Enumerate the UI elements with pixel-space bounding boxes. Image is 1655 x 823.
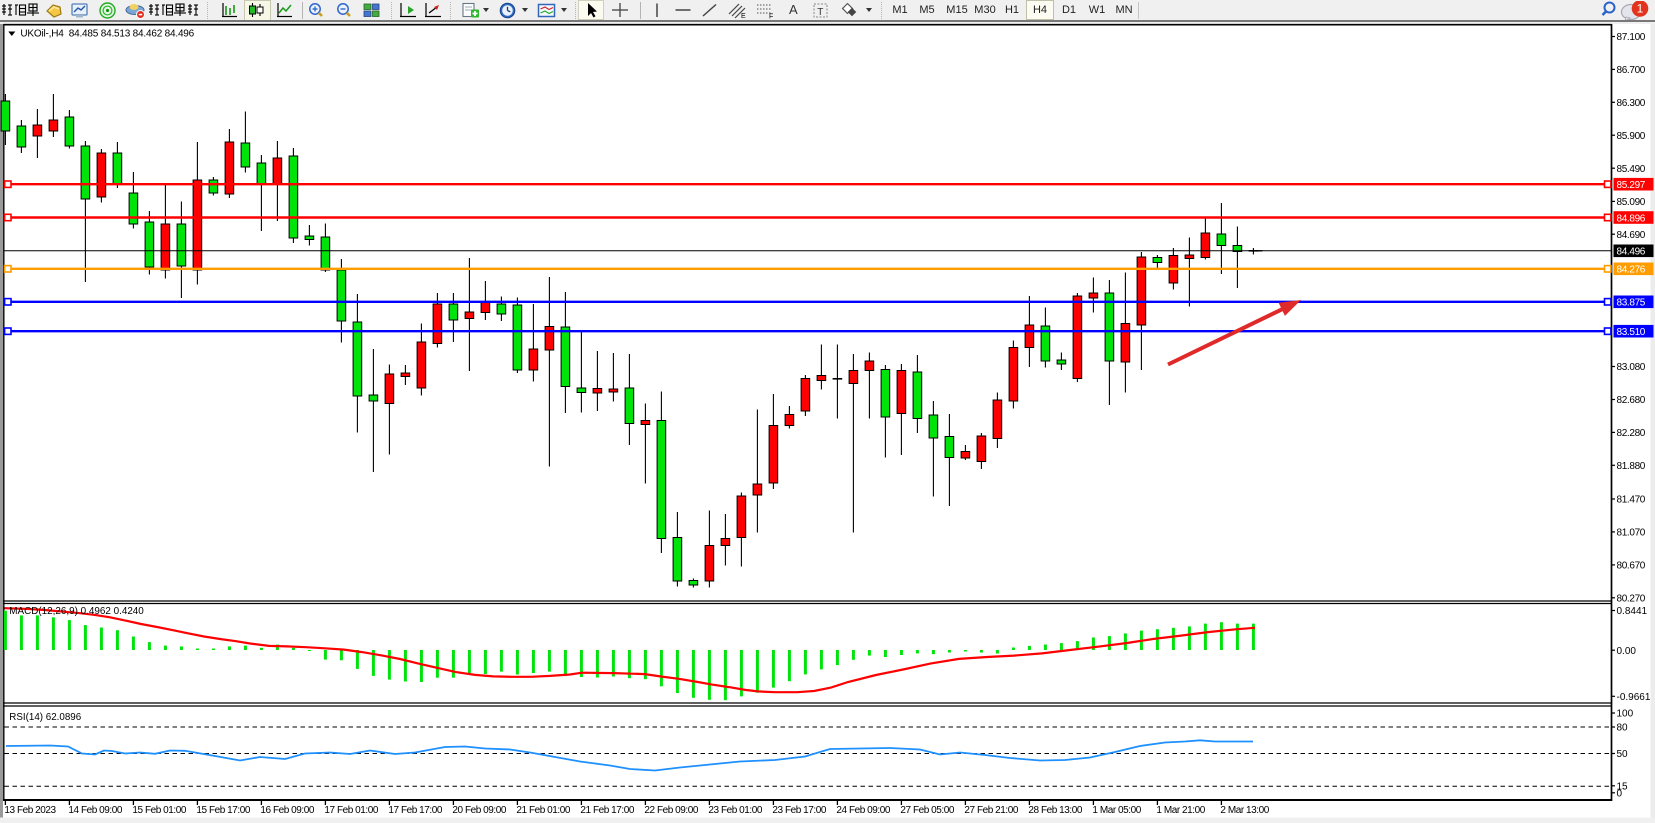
svg-text:T: T bbox=[817, 7, 823, 18]
svg-text:1 Mar 05:00: 1 Mar 05:00 bbox=[1092, 805, 1141, 816]
svg-text:84.690: 84.690 bbox=[1617, 230, 1646, 241]
svg-text:84.276: 84.276 bbox=[1617, 265, 1646, 276]
svg-text:87.100: 87.100 bbox=[1617, 32, 1646, 43]
svg-text:27 Feb 21:00: 27 Feb 21:00 bbox=[964, 805, 1018, 816]
svg-text:85.490: 85.490 bbox=[1617, 164, 1646, 175]
svg-text:0.8441: 0.8441 bbox=[1617, 606, 1648, 617]
svg-text:84.896: 84.896 bbox=[1617, 213, 1646, 224]
svg-text:23 Feb 01:00: 23 Feb 01:00 bbox=[708, 805, 762, 816]
svg-text:84.496: 84.496 bbox=[1617, 247, 1646, 258]
svg-text:0.00: 0.00 bbox=[1617, 646, 1637, 657]
svg-text:17 Feb 01:00: 17 Feb 01:00 bbox=[324, 805, 378, 816]
svg-text:13 Feb 2023: 13 Feb 2023 bbox=[4, 805, 56, 816]
svg-text:80: 80 bbox=[1617, 723, 1629, 734]
svg-text:86.700: 86.700 bbox=[1617, 65, 1646, 76]
svg-text:100: 100 bbox=[1617, 709, 1634, 720]
svg-text:28 Feb 13:00: 28 Feb 13:00 bbox=[1028, 805, 1082, 816]
svg-text:F: F bbox=[769, 14, 773, 20]
svg-text:0: 0 bbox=[1617, 788, 1623, 799]
svg-text:83.080: 83.080 bbox=[1617, 362, 1646, 373]
svg-text:RSI(14) 62.0896: RSI(14) 62.0896 bbox=[9, 712, 81, 723]
svg-text:17 Feb 17:00: 17 Feb 17:00 bbox=[388, 805, 442, 816]
svg-text:20 Feb 09:00: 20 Feb 09:00 bbox=[452, 805, 506, 816]
svg-text:83.510: 83.510 bbox=[1617, 327, 1646, 338]
svg-text:15 Feb 01:00: 15 Feb 01:00 bbox=[132, 805, 186, 816]
svg-text:86.300: 86.300 bbox=[1617, 98, 1646, 109]
svg-text:MACD(12,26,9) 0.4962 0.4240: MACD(12,26,9) 0.4962 0.4240 bbox=[9, 606, 144, 617]
svg-text:E: E bbox=[741, 13, 746, 19]
svg-text:1 Mar 21:00: 1 Mar 21:00 bbox=[1156, 805, 1205, 816]
svg-text:82.680: 82.680 bbox=[1617, 395, 1646, 406]
svg-text:80.270: 80.270 bbox=[1617, 593, 1646, 604]
svg-text:81.070: 81.070 bbox=[1617, 528, 1646, 539]
svg-text:21 Feb 17:00: 21 Feb 17:00 bbox=[580, 805, 634, 816]
svg-text:50: 50 bbox=[1617, 749, 1629, 760]
svg-text:82.280: 82.280 bbox=[1617, 428, 1646, 439]
svg-text:2 Mar 13:00: 2 Mar 13:00 bbox=[1220, 805, 1269, 816]
svg-text:22 Feb 09:00: 22 Feb 09:00 bbox=[644, 805, 698, 816]
svg-text:23 Feb 17:00: 23 Feb 17:00 bbox=[772, 805, 826, 816]
svg-text:24 Feb 09:00: 24 Feb 09:00 bbox=[836, 805, 890, 816]
svg-text:UKOil-,H4 84.485 84.513 84.46: UKOil-,H4 84.485 84.513 84.462 84.496 bbox=[20, 29, 194, 40]
svg-text:85.297: 85.297 bbox=[1617, 180, 1646, 191]
svg-text:81.880: 81.880 bbox=[1617, 461, 1646, 472]
svg-text:85.900: 85.900 bbox=[1617, 131, 1646, 142]
svg-text:14 Feb 09:00: 14 Feb 09:00 bbox=[68, 805, 122, 816]
svg-text:16 Feb 09:00: 16 Feb 09:00 bbox=[260, 805, 314, 816]
svg-text:15 Feb 17:00: 15 Feb 17:00 bbox=[196, 805, 250, 816]
svg-text:81.470: 81.470 bbox=[1617, 495, 1646, 506]
svg-text:15: 15 bbox=[1617, 781, 1629, 792]
svg-text:80.670: 80.670 bbox=[1617, 561, 1646, 572]
svg-text:-0.9661: -0.9661 bbox=[1617, 692, 1651, 703]
svg-text:21 Feb 01:00: 21 Feb 01:00 bbox=[516, 805, 570, 816]
svg-text:1: 1 bbox=[1637, 2, 1644, 16]
svg-text:27 Feb 05:00: 27 Feb 05:00 bbox=[900, 805, 954, 816]
svg-text:85.090: 85.090 bbox=[1617, 197, 1646, 208]
svg-text:83.875: 83.875 bbox=[1617, 298, 1646, 309]
